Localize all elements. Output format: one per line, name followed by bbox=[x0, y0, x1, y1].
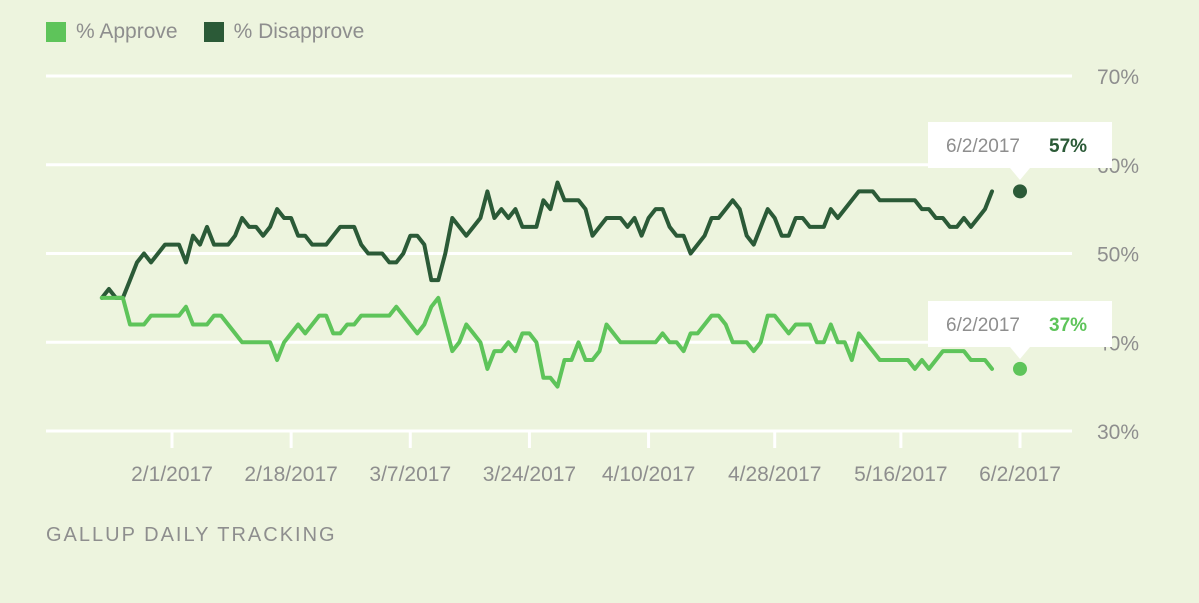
disapprove-swatch-icon bbox=[203, 22, 224, 42]
x-tick-label: 5/16/2017 bbox=[854, 463, 947, 486]
approve-endpoint bbox=[1013, 361, 1027, 376]
tooltip-date: 6/2/2017 bbox=[946, 315, 1020, 336]
x-tick-label: 2/1/2017 bbox=[131, 463, 213, 486]
tooltip-disapprove: 6/2/2017 57% bbox=[928, 122, 1112, 180]
approve-swatch-icon bbox=[46, 22, 66, 42]
y-tick-label: 30% bbox=[1097, 421, 1139, 444]
tooltip-date: 6/2/2017 bbox=[946, 136, 1020, 157]
legend-label-approve: % Approve bbox=[76, 20, 178, 43]
tooltip-box bbox=[928, 122, 1112, 168]
x-tick-label: 2/18/2017 bbox=[244, 463, 337, 486]
tooltip-value: 57% bbox=[1049, 136, 1087, 157]
tooltip-pointer bbox=[1010, 168, 1030, 180]
tooltip-pointer bbox=[1010, 347, 1030, 359]
tooltip-value: 37% bbox=[1049, 315, 1087, 336]
legend-item-approve[interactable]: % Approve bbox=[46, 20, 178, 44]
legend: % Approve % Disapprove bbox=[46, 20, 390, 44]
tooltip-approve: 6/2/2017 37% bbox=[928, 301, 1112, 359]
disapprove-endpoint bbox=[1013, 184, 1027, 199]
tooltip-box bbox=[928, 301, 1112, 347]
legend-label-disapprove: % Disapprove bbox=[233, 20, 365, 43]
x-tick-label: 3/7/2017 bbox=[369, 463, 451, 486]
chart-source: GALLUP DAILY TRACKING bbox=[46, 524, 337, 546]
approve-line bbox=[99, 295, 994, 389]
legend-item-disapprove[interactable]: % Disapprove bbox=[203, 20, 365, 44]
disapprove-line bbox=[99, 180, 994, 300]
y-tick-label: 50% bbox=[1097, 244, 1139, 267]
y-tick-label: 70% bbox=[1097, 66, 1139, 89]
x-tick-label: 4/28/2017 bbox=[728, 463, 821, 486]
x-tick-label: 3/24/2017 bbox=[483, 463, 576, 486]
x-tick-label: 6/2/2017 bbox=[979, 463, 1061, 486]
x-tick-label: 4/10/2017 bbox=[602, 463, 695, 486]
